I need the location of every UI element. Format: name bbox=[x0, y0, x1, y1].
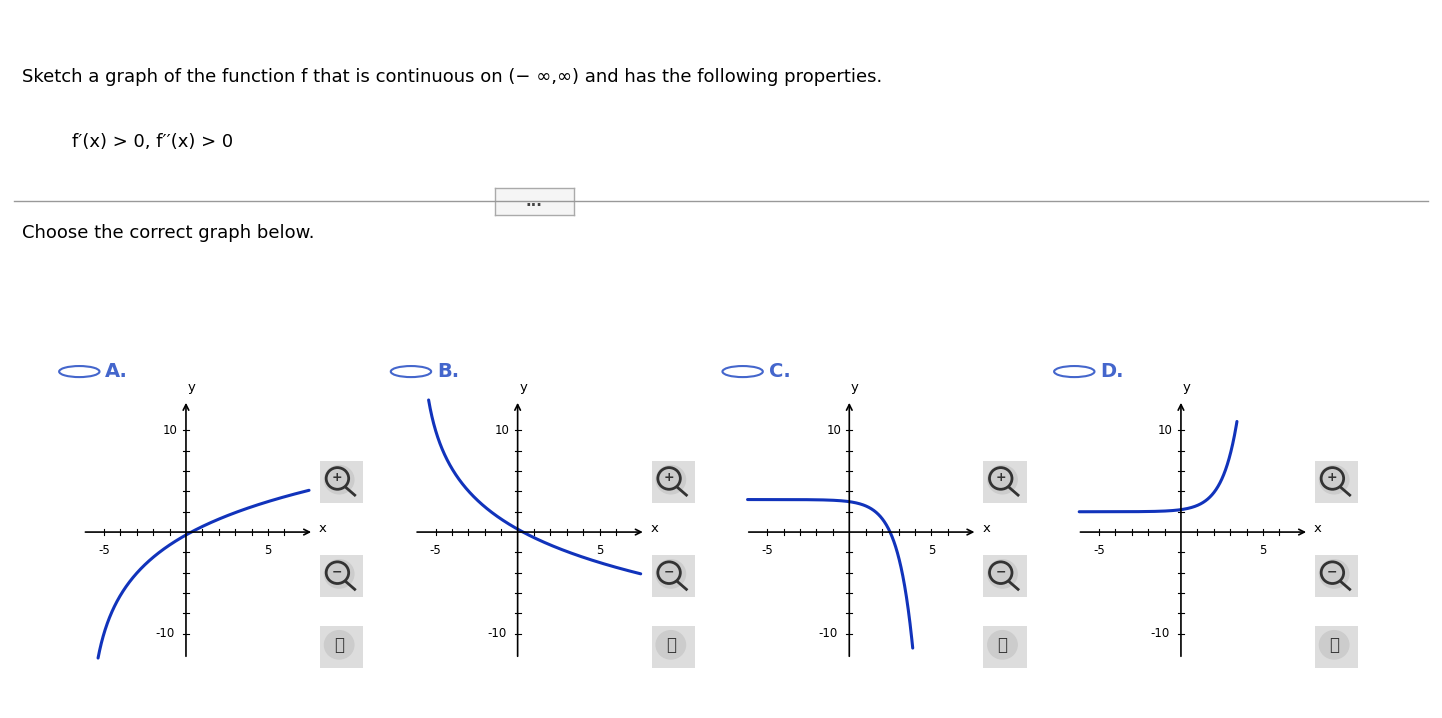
Text: y: y bbox=[187, 381, 196, 394]
Text: ⤢: ⤢ bbox=[998, 636, 1008, 654]
Text: x: x bbox=[650, 521, 659, 534]
Text: −: − bbox=[995, 565, 1007, 579]
Text: A.: A. bbox=[105, 362, 128, 381]
Text: -10: -10 bbox=[156, 627, 174, 640]
Text: Choose the correct graph below.: Choose the correct graph below. bbox=[22, 224, 314, 242]
Circle shape bbox=[1319, 560, 1348, 588]
Text: 10: 10 bbox=[1158, 424, 1172, 437]
Text: -5: -5 bbox=[430, 544, 441, 557]
Circle shape bbox=[656, 560, 685, 588]
Text: 10: 10 bbox=[163, 424, 177, 437]
Text: -5: -5 bbox=[1093, 544, 1105, 557]
Text: C.: C. bbox=[769, 362, 790, 381]
Text: y: y bbox=[1182, 381, 1191, 394]
Circle shape bbox=[656, 630, 685, 659]
Text: +: + bbox=[1327, 471, 1338, 484]
Text: -5: -5 bbox=[761, 544, 773, 557]
Text: 5: 5 bbox=[264, 544, 271, 557]
Circle shape bbox=[324, 560, 353, 588]
Text: -10: -10 bbox=[487, 627, 506, 640]
Text: x: x bbox=[319, 521, 327, 534]
Text: ...: ... bbox=[526, 195, 542, 209]
Text: B.: B. bbox=[437, 362, 459, 381]
Text: +: + bbox=[332, 471, 343, 484]
Circle shape bbox=[988, 560, 1017, 588]
Text: 10: 10 bbox=[826, 424, 841, 437]
Text: -10: -10 bbox=[1151, 627, 1169, 640]
Text: -5: -5 bbox=[98, 544, 110, 557]
Text: −: − bbox=[1327, 565, 1338, 579]
Text: ⤢: ⤢ bbox=[1330, 636, 1340, 654]
Text: 5: 5 bbox=[596, 544, 603, 557]
Circle shape bbox=[656, 465, 685, 494]
Text: 10: 10 bbox=[495, 424, 509, 437]
Text: y: y bbox=[519, 381, 528, 394]
Text: Sketch a graph of the function f that is continuous on (− ∞,∞) and has the follo: Sketch a graph of the function f that is… bbox=[22, 68, 883, 86]
Text: +: + bbox=[995, 471, 1007, 484]
Circle shape bbox=[988, 465, 1017, 494]
Text: ⤢: ⤢ bbox=[666, 636, 676, 654]
Text: −: − bbox=[663, 565, 675, 579]
Text: D.: D. bbox=[1100, 362, 1123, 381]
Text: −: − bbox=[332, 565, 343, 579]
Text: 5: 5 bbox=[927, 544, 934, 557]
Text: f′(x) > 0, f′′(x) > 0: f′(x) > 0, f′′(x) > 0 bbox=[72, 133, 234, 151]
Circle shape bbox=[1319, 630, 1348, 659]
Circle shape bbox=[324, 465, 353, 494]
Text: -10: -10 bbox=[819, 627, 838, 640]
Text: y: y bbox=[851, 381, 859, 394]
Text: x: x bbox=[1314, 521, 1322, 534]
Circle shape bbox=[1319, 465, 1348, 494]
Text: 5: 5 bbox=[1259, 544, 1266, 557]
Text: ⤢: ⤢ bbox=[335, 636, 345, 654]
Circle shape bbox=[324, 630, 353, 659]
Circle shape bbox=[988, 630, 1017, 659]
Text: +: + bbox=[663, 471, 675, 484]
Text: x: x bbox=[982, 521, 991, 534]
